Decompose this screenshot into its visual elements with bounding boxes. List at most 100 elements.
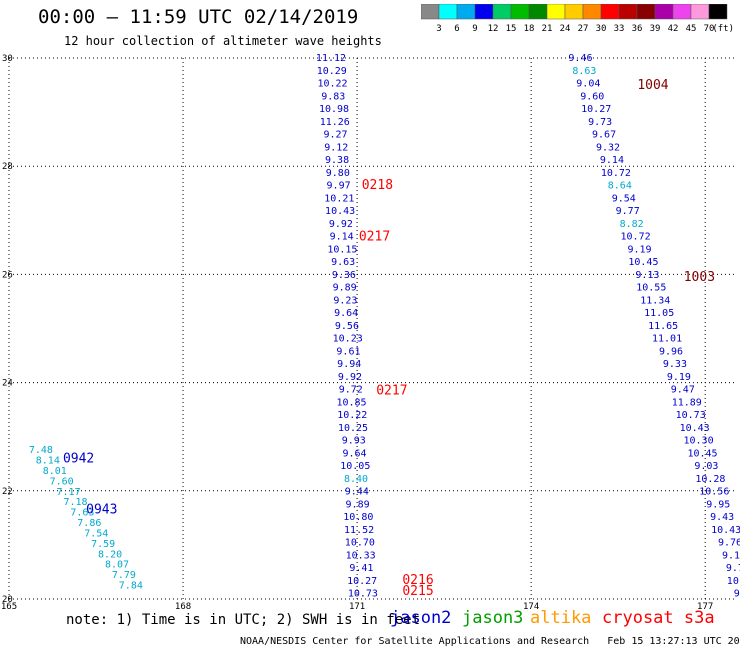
wave-height-map: 20 22 24 26 28 30 165 168 171 174 177 11.12 10.29 10.…	[1, 53, 740, 610]
wave-height-value: 10.72	[601, 168, 631, 179]
pass-time-label: 0217	[359, 230, 390, 245]
wave-height-value: 9.54	[612, 193, 636, 204]
wave-height-value: 9.38	[325, 155, 349, 166]
scale-tick-label: 18	[524, 24, 535, 34]
map-subtitle: 12 hour collection of altimeter wave hei…	[64, 34, 382, 48]
scale-tick-label: 6	[454, 24, 459, 34]
scale-tick-label: 24	[560, 24, 571, 34]
wave-height-value: 10.98	[319, 104, 349, 115]
wave-height-value: 10.80	[343, 512, 373, 523]
wave-height-value: 10.29	[317, 66, 347, 77]
scale-tick-label: 27	[578, 24, 589, 34]
wave-height-value: 9.41	[349, 563, 373, 574]
lon-tick-label: 168	[175, 602, 191, 610]
map-title: 00:00 – 11:59 UTC 02/14/2019	[38, 6, 359, 28]
wave-height-value: 9.73	[588, 117, 612, 128]
wave-height-value: 7.18	[63, 497, 87, 508]
wave-height-value: 10.43	[325, 206, 355, 217]
wave-height-value: 10.21	[324, 193, 354, 204]
wave-height-value: 8.14	[36, 456, 60, 467]
wave-height-value: 9.60	[580, 91, 604, 102]
wave-height-value: 7.54	[84, 528, 108, 539]
legend-jason3: jason3	[462, 608, 524, 628]
color-swatch	[708, 4, 728, 20]
wave-height-value: 10.72	[621, 232, 651, 243]
wave-height-value: 10.23	[333, 334, 363, 345]
wave-height-value: 10.05	[340, 461, 370, 472]
wave-height-value: 9.67	[592, 130, 616, 141]
wave-height-value: 9.19	[627, 244, 651, 255]
wave-height-value: 10.27	[347, 576, 377, 587]
wave-height-value: 10.70	[345, 538, 375, 549]
legend-cryosat-s3a: cryosat s3a	[602, 608, 715, 628]
wave-height-value: 10.43	[680, 423, 710, 434]
scale-tick-label: 36	[632, 24, 643, 34]
scale-tick-label: 21	[542, 24, 553, 34]
wave-height-value: 11.26	[320, 117, 350, 128]
wave-height-value: 11.65	[648, 321, 678, 332]
scale-tick-label: 3	[436, 24, 441, 34]
wave-height-value: 9.04	[576, 79, 600, 90]
wave-height-value: 7.79	[112, 570, 136, 581]
wave-height-value: 10.22	[317, 79, 347, 90]
color-scale-legend: 3 6 9 12 15 18 21 24 27 30 33 36 39 42 45 70(ft)	[421, 4, 734, 34]
wave-height-value: 9.44	[345, 487, 369, 498]
wave-height-value: 9.33	[663, 359, 687, 370]
wave-height-value: 11.34	[640, 295, 670, 306]
pass-time-label: 0217	[376, 384, 407, 399]
wave-height-value: 9.64	[342, 448, 366, 459]
wave-height-value: 11.89	[672, 397, 702, 408]
lat-tick-label: 22	[2, 487, 13, 497]
footer-credit: NOAA/NESDIS Center for Satellite Applica…	[240, 636, 740, 647]
legend-jason2: jason2	[390, 608, 452, 628]
wave-height-value: 9.23	[333, 295, 357, 306]
wave-height-value: 9.89	[333, 283, 357, 294]
wave-height-value: 7.63	[70, 508, 94, 519]
wave-height-value: 9.92	[338, 372, 362, 383]
scale-unit-label: (ft)	[712, 24, 734, 34]
wave-height-value: 9.76	[718, 538, 740, 549]
wave-height-value: 9.27	[323, 130, 347, 141]
wave-height-value: 9.93	[342, 436, 366, 447]
scale-tick-label: 39	[650, 24, 661, 34]
scale-tick-label: 30	[596, 24, 607, 34]
wave-height-value: 8.07	[105, 560, 129, 571]
wave-height-value: 9.63	[331, 257, 355, 268]
wave-height-value: 10.56	[699, 487, 729, 498]
wave-height-value: 11.12	[316, 53, 346, 64]
wave-height-value: 9.12	[324, 142, 348, 153]
wave-height-value: 9.77	[616, 206, 640, 217]
pass-time-label: 1004	[637, 78, 668, 93]
lon-tick-label: 171	[349, 602, 365, 610]
wave-height-value: 9.32	[596, 142, 620, 153]
wave-height-value: 11.52	[344, 525, 374, 536]
lat-tick-label: 20	[2, 595, 13, 605]
wave-height-value: 8.01	[43, 466, 67, 477]
wave-height-value: 11.01	[652, 334, 682, 345]
wave-height-value: 10.30	[684, 436, 714, 447]
wave-height-value: 7.60	[50, 476, 74, 487]
wave-height-value: 7.17	[57, 487, 81, 498]
lon-tick-label: 165	[1, 602, 17, 610]
wave-height-value: 9.03	[694, 461, 718, 472]
wave-height-value: 8.82	[620, 219, 644, 230]
wave-height-value: 9.89	[346, 499, 370, 510]
wave-height-value: 10.22	[337, 410, 367, 421]
wave-height-value: 11.05	[644, 308, 674, 319]
wave-height-value: 8.20	[98, 549, 122, 560]
wave-height-value: 10.73	[676, 410, 706, 421]
wave-height-value: 7.86	[77, 518, 101, 529]
pass-time-label: 0216	[402, 573, 433, 588]
wave-height-value: 10.73	[348, 589, 378, 600]
wave-height-value: 10.43	[711, 525, 740, 536]
wave-height-value: 9.77	[726, 563, 740, 574]
wave-height-value: 9.35	[734, 589, 740, 600]
wave-height-value: 9.14	[600, 155, 624, 166]
lat-tick-label: 24	[2, 379, 13, 389]
wave-height-value: 9.14	[330, 232, 354, 243]
wave-height-value: 9.43	[710, 512, 734, 523]
wave-height-value: 10.85	[336, 397, 366, 408]
scale-tick-label: 33	[614, 24, 625, 34]
wave-height-value: 9.61	[336, 346, 360, 357]
note-text: note: 1) Time is in UTC; 2) SWH is in fe…	[66, 612, 421, 628]
